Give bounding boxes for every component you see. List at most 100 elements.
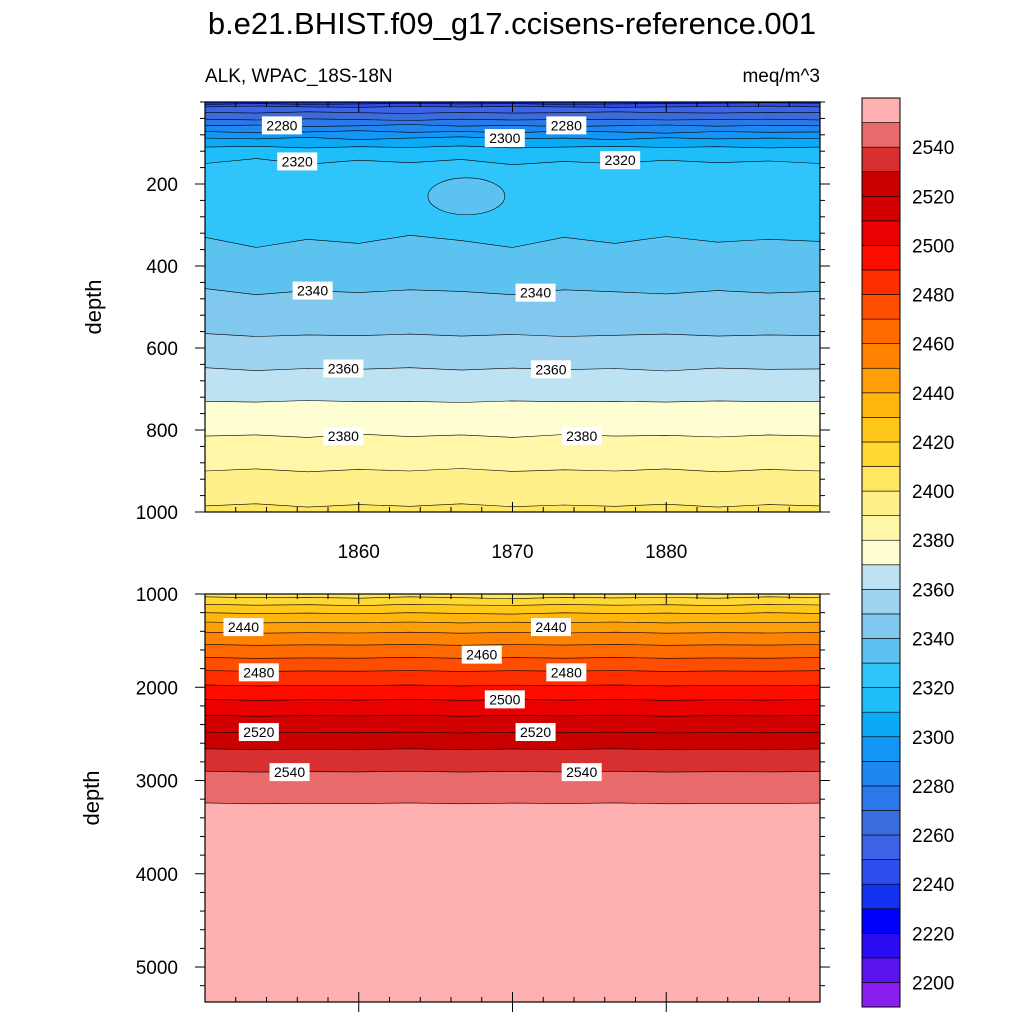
contour-label: 2540 xyxy=(274,764,305,780)
y-tick-label: 400 xyxy=(146,257,178,278)
colorbar-swatch xyxy=(861,490,901,516)
contour-label: 2340 xyxy=(520,285,551,301)
contour-label: 2460 xyxy=(466,647,497,663)
contour-label: 2520 xyxy=(243,724,274,740)
colorbar-swatch xyxy=(861,687,901,713)
colorbar-swatch xyxy=(861,613,901,639)
colorbar-tick-label: 2320 xyxy=(912,679,954,700)
colorbar-tick-label: 2420 xyxy=(912,433,954,454)
contour-line xyxy=(204,603,821,607)
contour-line xyxy=(204,644,821,646)
colorbar-tick-label: 2380 xyxy=(912,531,954,552)
x-tick-label: 1880 xyxy=(645,542,687,563)
colorbar-swatch xyxy=(861,908,901,934)
colorbar-swatch xyxy=(861,785,901,811)
contour-label: 2540 xyxy=(566,764,597,780)
colorbar-tick-label: 2520 xyxy=(912,187,954,208)
y-tick-label: 1000 xyxy=(136,503,178,524)
contour-label-box xyxy=(223,618,264,637)
contour-label: 2340 xyxy=(297,283,328,299)
contour-label: 2480 xyxy=(551,664,582,680)
colorbar-swatch xyxy=(861,245,901,271)
contour-line xyxy=(204,714,821,717)
colorbar-swatch xyxy=(861,343,901,369)
contour-line xyxy=(204,670,821,672)
contour-line xyxy=(204,234,821,248)
contour-label-box xyxy=(261,116,302,135)
contour-label-box xyxy=(530,360,571,379)
upper-panel: 2280 2300 2280 2320 2320 2340 2340 2360 2360 2380… xyxy=(136,101,830,563)
colorbar-swatch xyxy=(861,146,901,173)
colorbar-tick-label: 2500 xyxy=(912,236,954,257)
colorbar-swatch xyxy=(861,220,901,246)
units-subtitle: meq/m^3 xyxy=(742,66,820,87)
colorbar-tick-label: 2220 xyxy=(912,924,954,945)
colorbar-swatch xyxy=(861,171,901,197)
colorbar-tick-label: 2280 xyxy=(912,777,954,798)
colorbar-swatch xyxy=(861,982,901,1008)
contour-label: 2520 xyxy=(520,724,551,740)
y-tick-label: 200 xyxy=(146,175,178,196)
colorbar-swatch xyxy=(861,662,901,688)
left-subtitle: ALK, WPAC_18S-18N xyxy=(205,66,393,87)
colorbar-swatch xyxy=(861,859,901,885)
contour-label-box xyxy=(238,723,279,742)
y-tick-label: 1000 xyxy=(136,585,178,606)
colorbar-swatch xyxy=(861,367,901,394)
colorbar-swatch xyxy=(861,564,901,590)
contour-label: 2360 xyxy=(535,361,566,377)
x-tick-label: 1860 xyxy=(338,542,380,563)
contour-bubble xyxy=(427,177,506,216)
contour-label-box xyxy=(269,763,310,782)
contour-line xyxy=(204,612,821,615)
lower-panel: 2440 2440 2460 2480 2480 2500 2520 2520 2540 2540… xyxy=(136,585,830,1012)
contour-label: 2480 xyxy=(243,664,274,680)
colorbar-tick-label: 2340 xyxy=(912,629,954,650)
colorbar-swatch xyxy=(861,932,901,959)
colorbar-tick-label: 2480 xyxy=(912,286,954,307)
colorbar-swatch xyxy=(861,195,901,222)
contour-label-box xyxy=(238,663,279,682)
contour-line xyxy=(204,631,821,634)
y-tick-label: 5000 xyxy=(136,958,178,979)
contour-label-box xyxy=(484,129,525,148)
colorbar-swatch xyxy=(861,761,901,787)
contour-line xyxy=(204,731,821,734)
contour-line xyxy=(204,333,821,337)
y-tick-label: 3000 xyxy=(136,772,178,793)
contour-line xyxy=(204,124,821,127)
colorbar-swatch xyxy=(861,294,901,320)
contour-line xyxy=(204,684,821,687)
colorbar-swatch xyxy=(861,269,901,295)
colorbar-tick-label: 2540 xyxy=(912,138,954,159)
colorbar-swatch xyxy=(861,97,901,123)
y-tick-label: 4000 xyxy=(136,865,178,886)
contour-label: 2300 xyxy=(489,130,520,146)
contour-label: 2380 xyxy=(328,428,359,444)
contour-label: 2360 xyxy=(328,361,359,377)
colorbar-swatch xyxy=(861,539,901,566)
colorbar-tick-label: 2460 xyxy=(912,335,954,356)
colorbar-tick-label: 2440 xyxy=(912,384,954,405)
colorbar-swatch xyxy=(861,441,901,467)
colorbar: 2200 2220 2240 2260 2280 2300 2320 2340 2360 2380… xyxy=(861,97,954,1008)
contour-label-box xyxy=(546,116,587,135)
contour-label-box xyxy=(323,427,364,446)
colorbar-tick-label: 2360 xyxy=(912,580,954,601)
contour-label-box xyxy=(600,151,641,170)
colorbar-swatch xyxy=(861,834,901,860)
colorbar-swatch xyxy=(861,122,901,148)
contour-line xyxy=(204,657,821,659)
contour-label-box xyxy=(515,283,556,302)
colorbar-tick-label: 2260 xyxy=(912,826,954,847)
x-tick-label: 1870 xyxy=(491,542,533,563)
contour-label-box xyxy=(561,763,602,782)
y-tick-label: 600 xyxy=(146,339,178,360)
contour-label-box xyxy=(546,663,587,682)
contour-label-box xyxy=(292,281,333,300)
contour-line xyxy=(204,367,821,372)
upper-y-axis-label: depth xyxy=(81,279,106,334)
contour-line xyxy=(204,621,821,624)
colorbar-swatch xyxy=(861,392,901,418)
